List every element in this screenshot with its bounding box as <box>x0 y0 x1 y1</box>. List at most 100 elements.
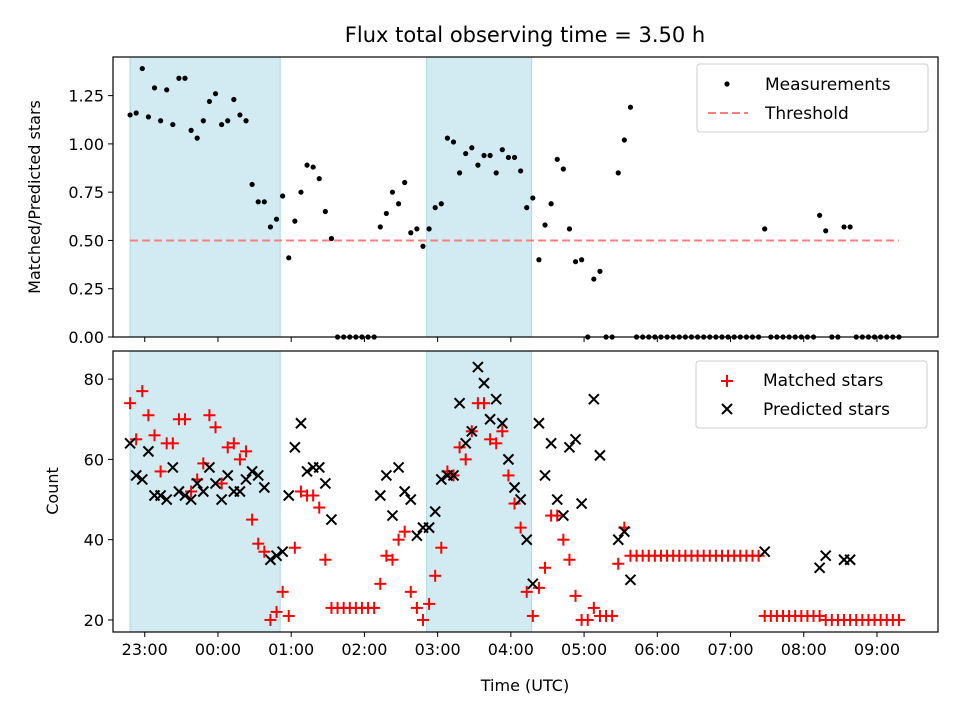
predicted-star-point <box>405 493 417 506</box>
measurement-point <box>377 224 383 230</box>
measurement-point <box>627 104 634 110</box>
predicted-star-point <box>478 377 490 389</box>
predicted-star-point <box>539 469 551 482</box>
measurement-point <box>395 201 402 207</box>
predicted-star-point <box>374 489 386 502</box>
measurement-point <box>310 164 316 170</box>
top-y-tick-label: 0.75 <box>68 183 104 202</box>
matched-star-point <box>252 537 265 550</box>
measurement-point <box>841 224 847 230</box>
predicted-star-point <box>197 485 210 498</box>
x-tick-label: 04:00 <box>488 640 534 659</box>
measurement-point <box>505 154 512 161</box>
measurement-point <box>450 139 457 145</box>
measurement-point <box>243 118 249 124</box>
predicted-star-point <box>136 473 148 486</box>
measurement-point <box>170 121 176 128</box>
predicted-star-point <box>618 525 631 538</box>
measurement-point <box>212 91 219 97</box>
matched-star-point <box>380 549 393 562</box>
measurement-point <box>286 255 292 261</box>
shaded-interval-0 <box>129 350 281 633</box>
predicted-star-point <box>301 465 313 478</box>
predicted-star-point <box>521 533 533 546</box>
predicted-star-point <box>813 562 826 574</box>
measurement-point <box>200 118 206 124</box>
measurement-point <box>267 224 274 230</box>
matched-star-point <box>612 557 625 570</box>
bottom-y-tick-label: 80 <box>84 370 104 389</box>
measurement-point <box>469 145 475 151</box>
matched-star-point <box>386 553 399 566</box>
matched-star-point <box>270 605 283 618</box>
predicted-star-point <box>234 485 246 498</box>
measurement-point <box>316 176 322 182</box>
matched-star-point <box>215 477 228 490</box>
bottom-xlabel: Time (UTC) <box>480 676 569 695</box>
predicted-star-point <box>563 441 576 454</box>
measurement-point <box>438 201 444 207</box>
predicted-star-point <box>624 574 637 586</box>
matched-star-point <box>526 609 539 622</box>
measurement-point <box>817 212 823 218</box>
bottom-y-tick-label: 60 <box>84 450 104 469</box>
top-measurement-points <box>127 65 902 340</box>
legend-predicted-marker <box>721 403 733 415</box>
measurement-point <box>273 216 280 222</box>
matched-star-point <box>258 545 271 558</box>
predicted-star-point <box>160 493 173 506</box>
measurement-point <box>591 276 597 282</box>
legend-predicted-label: Predicted stars <box>763 400 890 420</box>
matched-star-point <box>398 525 411 538</box>
matched-star-point <box>130 433 143 446</box>
predicted-star-point <box>252 469 264 482</box>
matched-star-point <box>502 469 515 482</box>
measurement-point <box>487 152 493 159</box>
predicted-star-point <box>569 433 582 446</box>
matched-star-point <box>453 441 466 454</box>
predicted-star-point <box>575 497 588 510</box>
predicted-star-point <box>490 393 502 405</box>
predicted-star-point <box>527 578 539 590</box>
matched-star-point <box>520 585 533 598</box>
measurement-point <box>145 114 151 120</box>
measurement-point <box>432 205 438 211</box>
predicted-star-point <box>191 477 203 490</box>
x-tick-label: 01:00 <box>268 640 314 659</box>
predicted-star-point <box>453 397 466 409</box>
x-tick-label: 07:00 <box>707 640 753 659</box>
predicted-star-point <box>295 417 307 429</box>
matched-star-point <box>264 613 277 626</box>
bottom-legend-box <box>695 360 928 429</box>
measurement-point <box>499 147 505 153</box>
legend-threshold-label: Threshold <box>764 104 849 124</box>
measurement-point <box>762 226 768 232</box>
x-tick-label: 08:00 <box>781 640 827 659</box>
predicted-star-point <box>447 469 460 482</box>
measurement-point <box>139 65 145 72</box>
matched-star-point <box>240 445 253 458</box>
measurement-point <box>560 166 566 172</box>
matched-star-point <box>606 609 619 622</box>
figure-title: Flux total observing time = 3.50 h <box>345 23 705 47</box>
x-tick-label: 02:00 <box>341 640 387 659</box>
predicted-star-point <box>386 509 399 522</box>
predicted-star-point <box>222 469 234 482</box>
legend-matched-marker <box>721 375 733 387</box>
top-y-tick-label: 0.00 <box>68 328 104 347</box>
matched-star-point <box>459 453 472 466</box>
top-ylabel: Matched/Predicted stars <box>25 100 44 294</box>
measurement-point <box>157 118 164 124</box>
matched-star-point <box>233 453 246 466</box>
predicted-star-point <box>758 546 771 558</box>
x-tick-label: 05:00 <box>561 640 607 659</box>
measurement-point <box>261 199 267 205</box>
measurement-point <box>511 154 518 161</box>
matched-star-point <box>185 485 198 498</box>
matched-star-point <box>246 513 259 526</box>
measurement-point <box>621 137 627 143</box>
predicted-star-point <box>502 453 515 466</box>
matched-star-point <box>557 533 570 546</box>
measurement-point <box>426 226 432 232</box>
predicted-star-point <box>423 521 435 534</box>
